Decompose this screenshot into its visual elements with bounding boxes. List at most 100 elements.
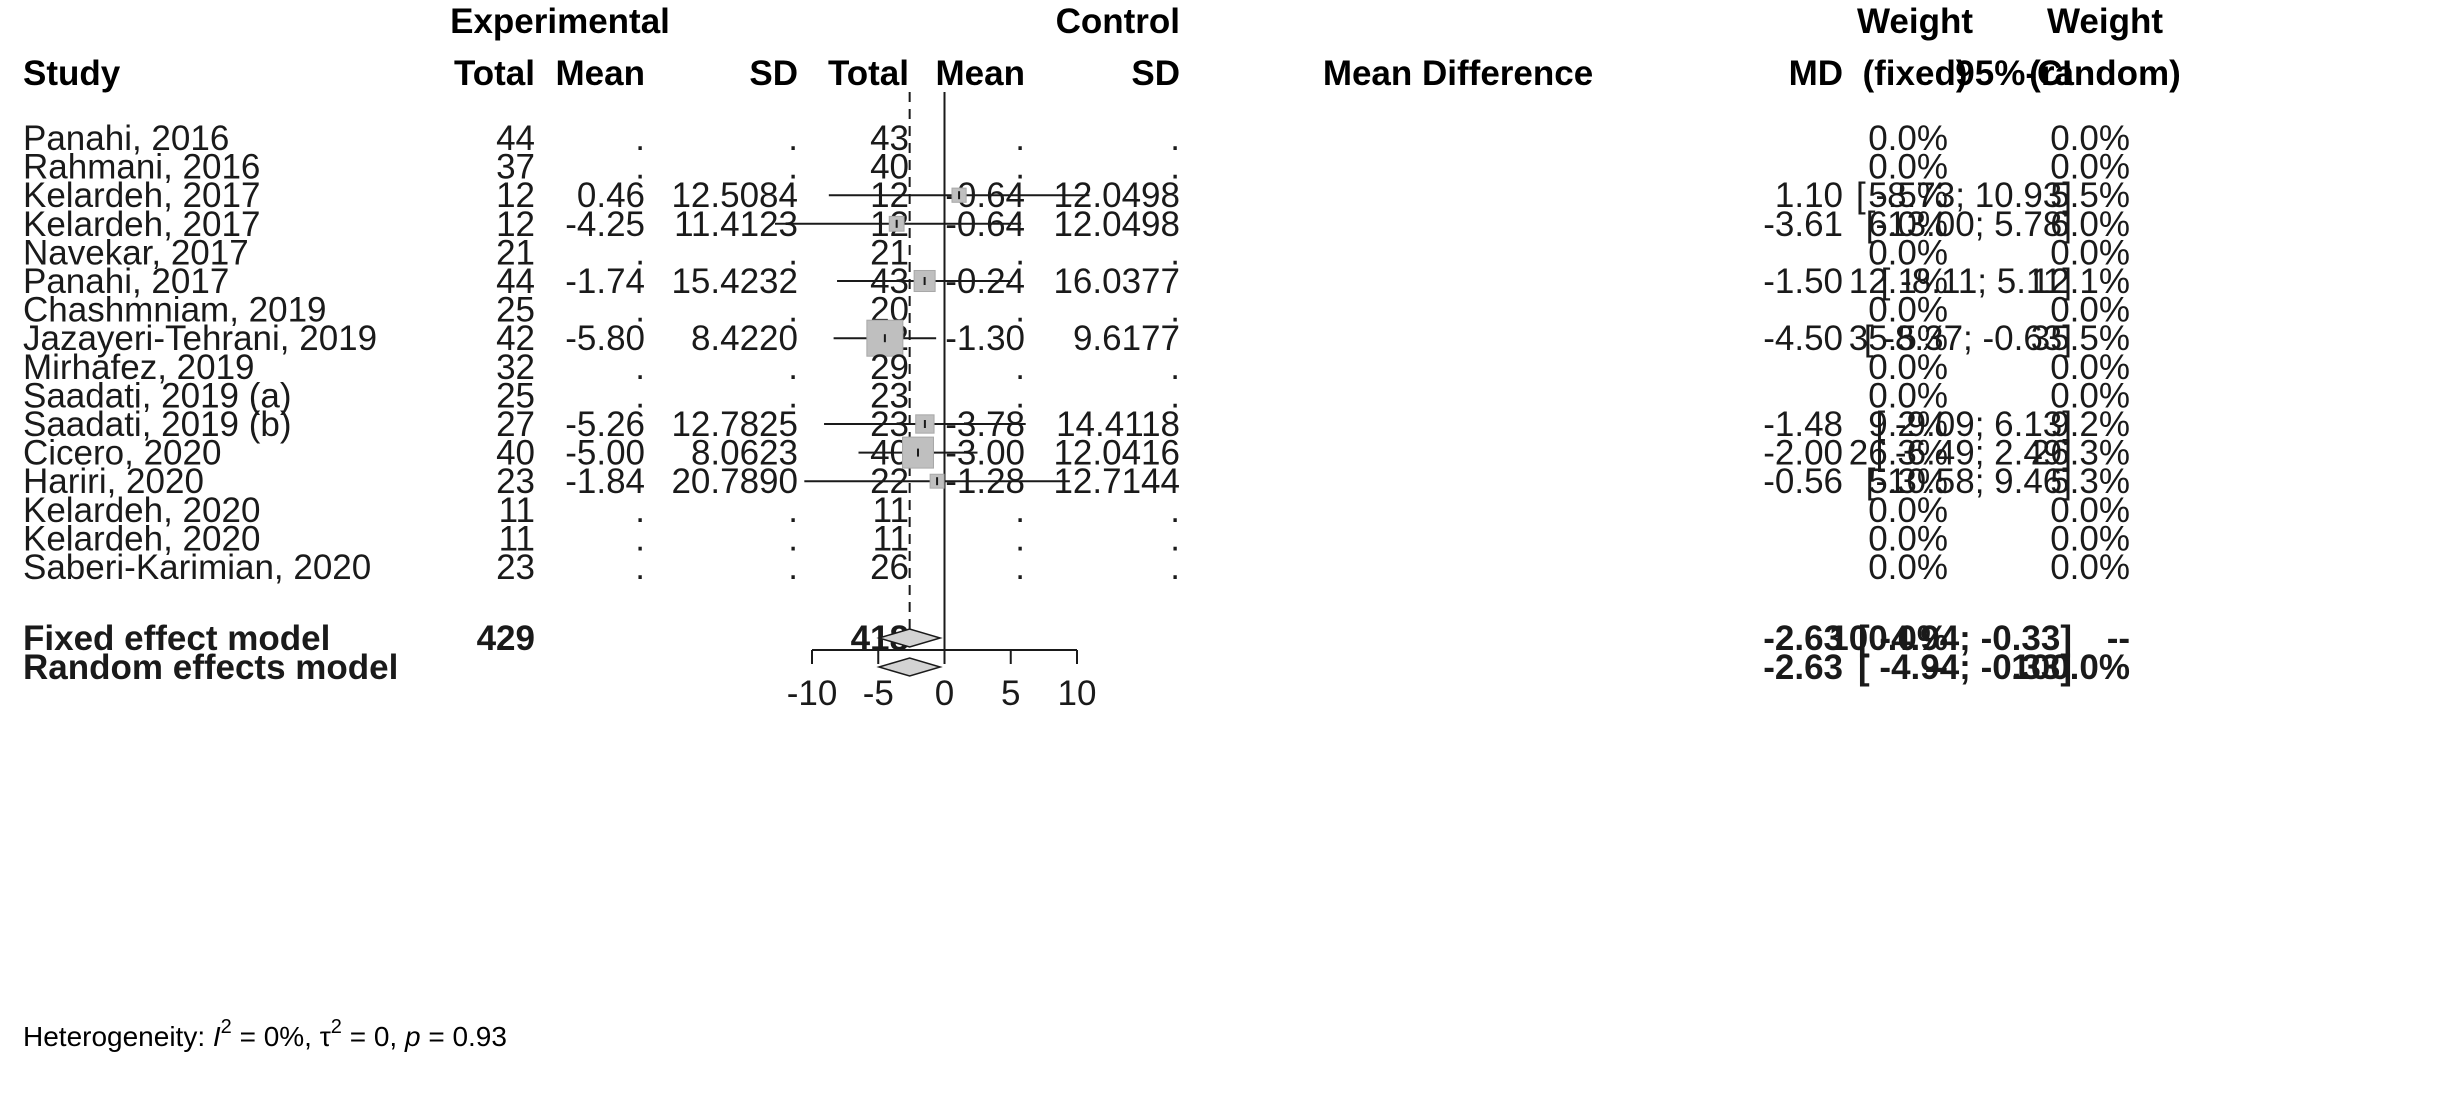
- weight-random: 0.0%: [2050, 491, 2130, 530]
- ctrl-sd: .: [1170, 491, 1180, 530]
- summary-label: Fixed effect model: [23, 619, 330, 658]
- ctrl-mean: .: [1015, 491, 1025, 530]
- ctrl-total: 43: [870, 119, 909, 158]
- exp-sd: 8.0623: [691, 434, 798, 473]
- study-row: Kelardeh, 2020 11.. 11.. 0.0% 0.0%: [23, 519, 2130, 558]
- summary-exp-total: 429: [477, 619, 535, 658]
- header-ci: 95%-CI: [1955, 54, 2072, 93]
- weight-random: 35.5%: [2031, 319, 2130, 358]
- ctrl-sd: .: [1170, 291, 1180, 330]
- exp-sd: .: [788, 233, 798, 272]
- ctrl-total: 26: [870, 548, 909, 587]
- exp-sd: .: [788, 291, 798, 330]
- summary-label: Random effects model: [23, 648, 398, 687]
- study-name: Saadati, 2019 (a): [23, 376, 292, 415]
- weight-fixed: 35.5%: [1849, 319, 1948, 358]
- header-weight-fixed-top: Weight: [1857, 2, 1973, 41]
- ci-value: [ -8.11; 5.11]: [1881, 262, 2072, 301]
- exp-total: 12: [496, 176, 535, 215]
- exp-total: 25: [496, 376, 535, 415]
- ctrl-sd: 9.6177: [1073, 319, 1180, 358]
- exp-total: 21: [496, 233, 535, 272]
- ctrl-total: 11: [873, 491, 909, 530]
- exp-sd: .: [788, 491, 798, 530]
- ctrl-sd: 12.0498: [1053, 205, 1180, 244]
- summary-row: Fixed effect model429418-2.63[ -4.94; -0…: [23, 619, 2130, 658]
- ctrl-sd: .: [1170, 548, 1180, 587]
- header-exp-sd: SD: [749, 54, 798, 93]
- weight-fixed: 9.2%: [1868, 405, 1948, 444]
- study-name: Saadati, 2019 (b): [23, 405, 292, 444]
- axis-tick-label: 0: [935, 674, 954, 713]
- ci-value: [ -6.49; 2.49]: [1875, 434, 2072, 473]
- study-row: Jazayeri-Tehrani, 201942-5.808.422042-1.…: [23, 319, 2130, 358]
- exp-mean: .: [635, 348, 645, 387]
- ctrl-sd: 16.0377: [1053, 262, 1180, 301]
- exp-total: 40: [496, 434, 535, 473]
- weight-random: 0.0%: [2050, 119, 2130, 158]
- study-name: Kelardeh, 2017: [23, 176, 260, 215]
- column-headers: Experimental Control Weight Weight Study…: [23, 2, 2181, 93]
- study-row: Kelardeh, 2020 11.. 11.. 0.0% 0.0%: [23, 491, 2130, 530]
- summary-weight-fixed: 100.0%: [1829, 619, 1948, 658]
- ctrl-sd: 12.0416: [1053, 434, 1180, 473]
- axis-tick-label: 5: [1001, 674, 1020, 713]
- ci-value: [-13.00; 5.78]: [1866, 205, 2072, 244]
- exp-total: 37: [496, 148, 535, 187]
- ctrl-sd: 12.7144: [1053, 462, 1180, 501]
- study-name: Mirhafez, 2019: [23, 348, 255, 387]
- exp-sd: 12.5084: [671, 176, 798, 215]
- exp-total: 11: [499, 491, 535, 530]
- ctrl-sd: 14.4118: [1056, 405, 1180, 444]
- ci-value: [-10.58; 9.46]: [1866, 462, 2072, 501]
- weight-fixed: 0.0%: [1868, 491, 1948, 530]
- md-value: -4.50: [1763, 319, 1843, 358]
- summary-weight-fixed: --: [1925, 648, 1948, 687]
- ctrl-mean: .: [1015, 348, 1025, 387]
- header-experimental: Experimental: [450, 2, 670, 41]
- study-rows: Panahi, 2016 44.. 43.. 0.0% 0.0%Rahmani, 201…: [23, 119, 2130, 587]
- study-name: Cicero, 2020: [23, 434, 221, 473]
- summary-md: -2.63: [1763, 648, 1843, 687]
- study-name: Panahi, 2017: [23, 262, 229, 301]
- header-weight-fixed-bottom: (fixed): [1863, 54, 1968, 93]
- x-axis: -10 -5 0 5 10: [787, 649, 1096, 713]
- summary-weight-random: --: [2107, 619, 2130, 658]
- header-md: MD: [1789, 54, 1843, 93]
- exp-sd: .: [788, 119, 798, 158]
- weight-fixed: 0.0%: [1868, 519, 1948, 558]
- study-row: Hariri, 2020 23 -1.84 20.7890 22 -1.28 12.7144…: [23, 462, 2130, 501]
- header-exp-mean: Mean: [556, 54, 645, 93]
- exp-mean: -4.25: [565, 205, 645, 244]
- exp-total: 27: [496, 405, 535, 444]
- study-row: Kelardeh, 2017 12 0.46 12.5084 12 -0.64 12.049…: [23, 176, 2130, 215]
- ctrl-total: 11: [873, 519, 909, 558]
- weight-fixed: 0.0%: [1868, 376, 1948, 415]
- header-control: Control: [1056, 2, 1180, 41]
- study-name: Hariri, 2020: [23, 462, 204, 501]
- exp-mean: .: [635, 519, 645, 558]
- exp-mean: -5.26: [565, 405, 645, 444]
- ctrl-sd: .: [1170, 119, 1180, 158]
- weight-fixed: 26.3%: [1849, 434, 1948, 473]
- study-row: Mirhafez, 2019 32.. 29.. 0.0% 0.0%: [23, 348, 2130, 387]
- exp-mean: -1.84: [565, 462, 645, 501]
- ctrl-mean: .: [1015, 548, 1025, 587]
- exp-sd: .: [788, 519, 798, 558]
- summary-diamond: [876, 657, 943, 677]
- header-mean-difference: Mean Difference: [1323, 54, 1593, 93]
- weight-fixed: 0.0%: [1868, 548, 1948, 587]
- study-name: Kelardeh, 2017: [23, 205, 260, 244]
- ctrl-sd: .: [1170, 148, 1180, 187]
- study-row: Chashmniam, 2019 25.. 20.. 0.0% 0.0%: [23, 291, 2130, 330]
- exp-mean: .: [635, 233, 645, 272]
- study-name: Chashmniam, 2019: [23, 291, 327, 330]
- weight-random: 12.1%: [2031, 262, 2130, 301]
- study-name: Rahmani, 2016: [23, 148, 260, 187]
- exp-total: 23: [496, 548, 535, 587]
- ctrl-mean: .: [1015, 233, 1025, 272]
- exp-total: 11: [499, 519, 535, 558]
- summary-diamond: [876, 628, 943, 648]
- ctrl-sd: .: [1170, 348, 1180, 387]
- ctrl-mean: .: [1015, 291, 1025, 330]
